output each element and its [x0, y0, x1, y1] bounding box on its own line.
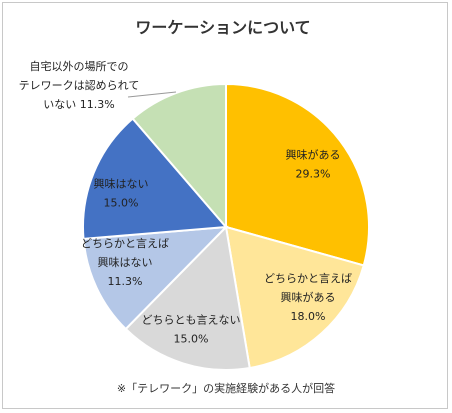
- slice-label-neutral: どちらとも言えない 15.0%: [142, 314, 241, 346]
- chart-title: ワーケーションについて: [135, 18, 311, 37]
- slice-label-somewhat-interested: どちらかと言えば興味がある 18.0%: [264, 272, 352, 323]
- pie-slice-somewhat-not-interested: [82, 225, 229, 331]
- chart-footnote: ※「テレワーク」の実施経験がある人が回答: [116, 382, 336, 395]
- pie-slice-not-interested: [82, 117, 229, 240]
- pie-slice-interested: [225, 82, 370, 267]
- slice-label-not-allowed: 自宅以外の場所でのテレワークは認められていない 11.3%: [19, 59, 140, 111]
- slice-label-interested: 興味がある 29.3%: [286, 148, 341, 181]
- pie-slice-neutral: [124, 224, 251, 371]
- leader-line: [127, 91, 177, 98]
- slice-label-not-interested: 興味はない 15.0%: [94, 178, 149, 210]
- pie-slice-not-allowed: [131, 82, 227, 230]
- pie-slice-somewhat-interested: [224, 225, 365, 370]
- slice-label-somewhat-not-interested: どちらかと言えば興味はない 11.3%: [81, 237, 169, 288]
